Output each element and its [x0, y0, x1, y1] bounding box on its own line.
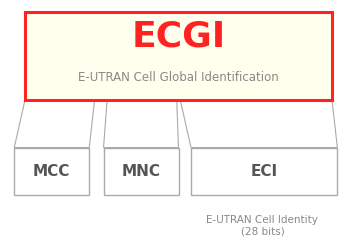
Polygon shape	[14, 100, 95, 148]
FancyBboxPatch shape	[104, 148, 178, 195]
FancyBboxPatch shape	[191, 148, 337, 195]
FancyBboxPatch shape	[25, 12, 332, 100]
Text: E-UTRAN Cell Identity
(28 bits): E-UTRAN Cell Identity (28 bits)	[206, 215, 318, 237]
Text: MNC: MNC	[121, 164, 161, 179]
Text: ECI: ECI	[251, 164, 278, 179]
Polygon shape	[104, 100, 178, 148]
Text: E-UTRAN Cell Global Identification: E-UTRAN Cell Global Identification	[78, 71, 279, 84]
Text: ECGI: ECGI	[131, 20, 226, 54]
FancyBboxPatch shape	[14, 148, 89, 195]
Text: MCC: MCC	[33, 164, 70, 179]
Polygon shape	[180, 100, 337, 148]
